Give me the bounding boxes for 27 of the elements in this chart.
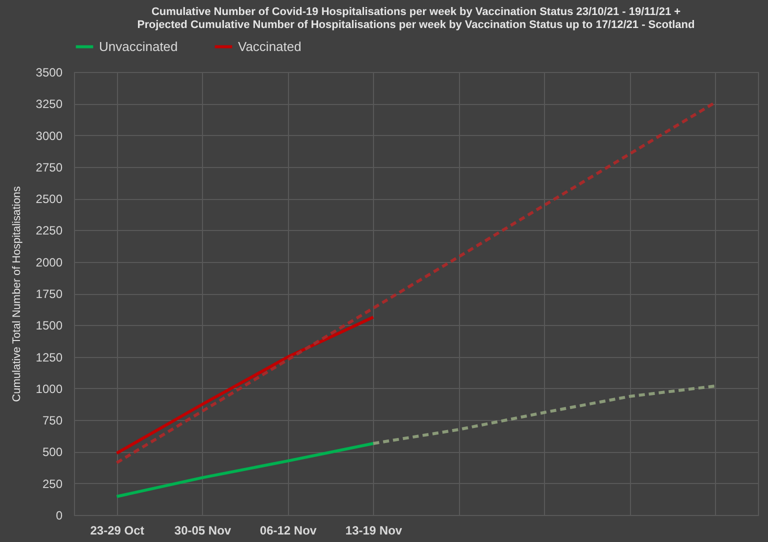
y-axis-title: Cumulative Total Number of Hospitalisations — [10, 186, 23, 402]
x-tick-label: 13-19 Nov — [345, 524, 402, 538]
y-tick-label: 2250 — [36, 224, 63, 238]
line-series — [115, 442, 375, 498]
y-tick-label: 3500 — [36, 66, 63, 80]
x-tick-label: 30-05 Nov — [174, 524, 232, 538]
y-tick-label: 750 — [42, 414, 63, 428]
text: Projected Cumulative Number of Hospitalisations per week by Vaccination Status up to 17/12/21 - Scotland — [137, 19, 695, 31]
y-tick-label: 1000 — [36, 382, 63, 396]
y-tick-label: 2750 — [36, 160, 63, 174]
y-tick-label: 0 — [56, 508, 63, 522]
y-tick-label: 250 — [42, 476, 63, 491]
y-tick-label: 1750 — [36, 287, 63, 301]
y-tick-label: 1500 — [36, 318, 63, 333]
y-tick-label: 3000 — [36, 128, 63, 143]
y-tick-label: 2500 — [36, 192, 63, 206]
y-tick-label: 500 — [42, 445, 63, 460]
x-tick-label: 06-12 Nov — [260, 524, 317, 538]
y-tick-label: 1250 — [36, 350, 63, 364]
line-series — [372, 384, 717, 445]
text: Cumulative Number of Covid-19 Hospitalisations per week by Vaccination Status 23/10/21 - 19/11/21 + — [151, 6, 681, 18]
y-tick-label: 2000 — [36, 255, 63, 270]
line-series — [115, 316, 375, 455]
x-tick-label: 23-29 Oct — [90, 524, 144, 538]
legend-label: Unvaccinated — [99, 38, 178, 54]
legend-label: Vaccinated — [238, 38, 302, 54]
y-tick-label: 3250 — [36, 97, 63, 112]
